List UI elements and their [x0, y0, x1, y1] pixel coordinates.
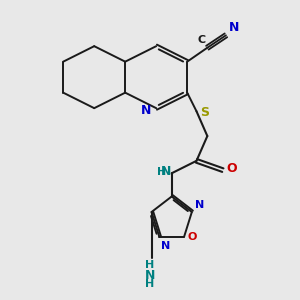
Text: O: O [188, 232, 197, 242]
Text: N: N [195, 200, 204, 210]
Text: O: O [226, 162, 237, 175]
Text: C: C [198, 35, 206, 45]
Text: H: H [157, 167, 166, 177]
Text: H: H [146, 260, 154, 270]
Text: N: N [161, 165, 171, 178]
Text: N: N [228, 21, 239, 34]
Text: H: H [146, 279, 154, 289]
Text: N: N [145, 269, 155, 282]
Text: N: N [141, 104, 152, 117]
Text: S: S [200, 106, 209, 119]
Text: N: N [161, 241, 170, 250]
